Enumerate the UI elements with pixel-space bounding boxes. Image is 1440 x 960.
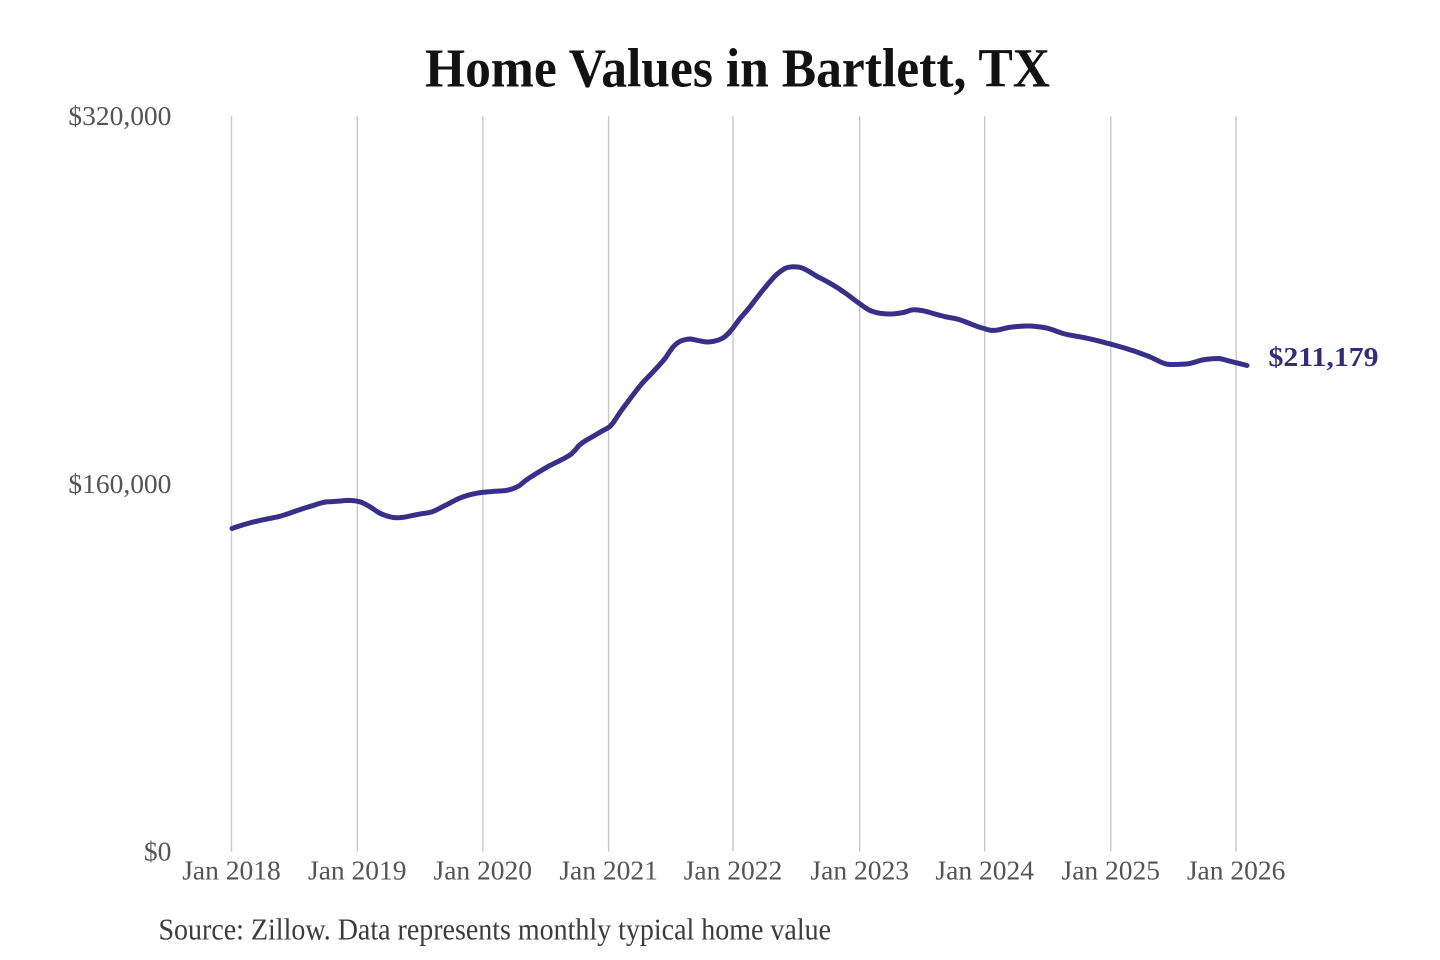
svg-text:Jan 2026: Jan 2026 xyxy=(1187,855,1286,886)
svg-text:$160,000: $160,000 xyxy=(68,468,171,499)
svg-text:Jan 2018: Jan 2018 xyxy=(182,855,281,886)
svg-text:Jan 2020: Jan 2020 xyxy=(434,855,533,886)
svg-text:Jan 2024: Jan 2024 xyxy=(935,855,1034,886)
svg-text:Jan 2019: Jan 2019 xyxy=(308,855,407,886)
svg-text:Source: Zillow. Data represent: Source: Zillow. Data represents monthly … xyxy=(159,913,832,947)
svg-text:$211,179: $211,179 xyxy=(1269,342,1379,372)
svg-text:Jan 2021: Jan 2021 xyxy=(559,855,658,886)
svg-text:$320,000: $320,000 xyxy=(68,100,171,131)
svg-text:Home Values in Bartlett, TX: Home Values in Bartlett, TX xyxy=(425,38,1050,99)
svg-text:Jan 2022: Jan 2022 xyxy=(684,855,783,886)
svg-text:Jan 2025: Jan 2025 xyxy=(1062,855,1161,886)
svg-text:$0: $0 xyxy=(144,835,172,866)
svg-text:Jan 2023: Jan 2023 xyxy=(810,855,909,886)
